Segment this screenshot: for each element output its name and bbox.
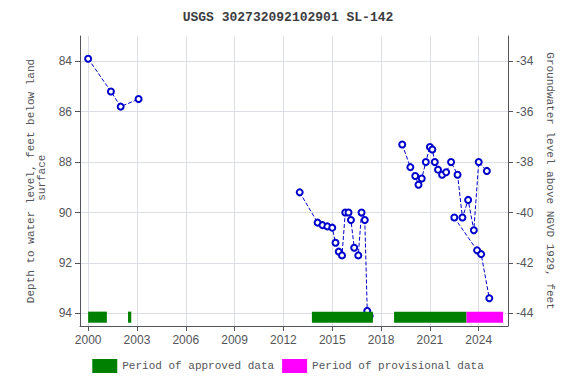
svg-text:USGS 302732092102901 SL-142: USGS 302732092102901 SL-142 <box>183 10 394 25</box>
svg-text:Period of provisional data: Period of provisional data <box>312 360 484 372</box>
svg-text:84: 84 <box>59 54 73 68</box>
svg-text:-42: -42 <box>516 256 534 270</box>
svg-text:2009: 2009 <box>221 333 248 347</box>
svg-text:2006: 2006 <box>172 333 199 347</box>
svg-text:2024: 2024 <box>465 333 492 347</box>
svg-text:Period of approved data: Period of approved data <box>122 360 274 372</box>
svg-text:92: 92 <box>59 256 73 270</box>
svg-text:86: 86 <box>59 105 73 119</box>
svg-text:94: 94 <box>59 306 73 320</box>
svg-text:2021: 2021 <box>417 333 444 347</box>
svg-text:surface: surface <box>36 155 48 208</box>
svg-text:Groundwater level above NGVD 1: Groundwater level above NGVD 1929, feet <box>544 52 556 309</box>
svg-text:2003: 2003 <box>124 333 151 347</box>
svg-text:2018: 2018 <box>368 333 395 347</box>
svg-text:-34: -34 <box>516 54 534 68</box>
svg-text:90: 90 <box>59 206 73 220</box>
svg-text:Depth to water level, feet bel: Depth to water level, feet below land <box>25 58 38 304</box>
svg-text:88: 88 <box>59 155 73 169</box>
svg-text:2012: 2012 <box>270 333 297 347</box>
svg-text:2015: 2015 <box>319 333 346 347</box>
svg-text:-40: -40 <box>516 206 534 220</box>
svg-text:-38: -38 <box>516 155 534 169</box>
svg-text:-44: -44 <box>516 306 534 320</box>
svg-text:2000: 2000 <box>75 333 102 347</box>
svg-text:-36: -36 <box>516 105 534 119</box>
